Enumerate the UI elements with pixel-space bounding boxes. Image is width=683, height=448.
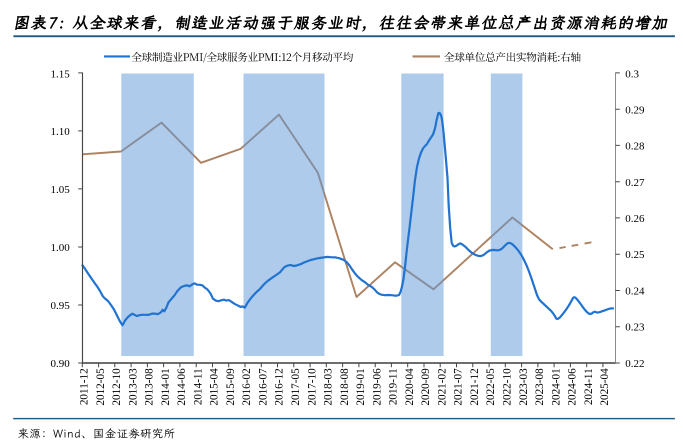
svg-text:2018-03: 2018-03 <box>323 368 335 406</box>
svg-text:2012-05: 2012-05 <box>95 368 107 406</box>
svg-text:2014-11: 2014-11 <box>192 368 204 405</box>
svg-text:1.15: 1.15 <box>51 68 71 80</box>
svg-text:2023-03: 2023-03 <box>518 368 530 406</box>
svg-text:2022-10: 2022-10 <box>502 368 514 406</box>
svg-text:1.00: 1.00 <box>51 242 71 254</box>
svg-text:2016-07: 2016-07 <box>258 368 270 406</box>
svg-text:2021-12: 2021-12 <box>469 368 481 405</box>
svg-text:2021-02: 2021-02 <box>436 368 448 405</box>
svg-text:2020-09: 2020-09 <box>420 368 432 406</box>
svg-text:2017-05: 2017-05 <box>290 368 302 406</box>
svg-text:2016-02: 2016-02 <box>241 368 253 405</box>
svg-text:0.23: 0.23 <box>625 322 645 334</box>
svg-text:2020-04: 2020-04 <box>404 368 416 406</box>
svg-text:1.10: 1.10 <box>51 126 71 138</box>
svg-text:2024-11: 2024-11 <box>583 368 595 405</box>
svg-text:2013-03: 2013-03 <box>127 368 139 406</box>
svg-text:2015-04: 2015-04 <box>209 368 221 406</box>
svg-text:0.25: 0.25 <box>625 249 645 261</box>
svg-text:2013-08: 2013-08 <box>144 368 156 406</box>
svg-text:2023-08: 2023-08 <box>534 368 546 406</box>
svg-text:0.90: 0.90 <box>51 358 71 370</box>
svg-text:1.05: 1.05 <box>51 184 71 196</box>
svg-text:0.26: 0.26 <box>625 213 645 225</box>
svg-text:2012-10: 2012-10 <box>111 368 123 406</box>
svg-text:0.29: 0.29 <box>625 105 645 117</box>
svg-text:2024-06: 2024-06 <box>567 368 579 406</box>
svg-text:2022-05: 2022-05 <box>485 368 497 406</box>
svg-text:0.22: 0.22 <box>625 358 644 370</box>
svg-text:2015-09: 2015-09 <box>225 368 237 406</box>
svg-text:2011-12: 2011-12 <box>79 368 91 405</box>
svg-text:0.28: 0.28 <box>625 141 645 153</box>
svg-text:2016-12: 2016-12 <box>274 368 286 405</box>
svg-text:0.24: 0.24 <box>625 285 645 297</box>
svg-text:2017-10: 2017-10 <box>306 368 318 406</box>
svg-text:2019-11: 2019-11 <box>388 368 400 405</box>
svg-text:2024-01: 2024-01 <box>550 368 562 405</box>
svg-text:2014-06: 2014-06 <box>176 368 188 406</box>
svg-text:0.95: 0.95 <box>51 300 71 312</box>
svg-text:0.27: 0.27 <box>625 177 645 189</box>
svg-text:2021-07: 2021-07 <box>453 368 465 406</box>
svg-text:2019-06: 2019-06 <box>371 368 383 406</box>
svg-text:0.3: 0.3 <box>625 68 639 80</box>
svg-text:2014-01: 2014-01 <box>160 368 172 405</box>
svg-text:2025-04: 2025-04 <box>599 368 611 406</box>
svg-text:2019-01: 2019-01 <box>355 368 367 405</box>
svg-text:2018-08: 2018-08 <box>339 368 351 406</box>
